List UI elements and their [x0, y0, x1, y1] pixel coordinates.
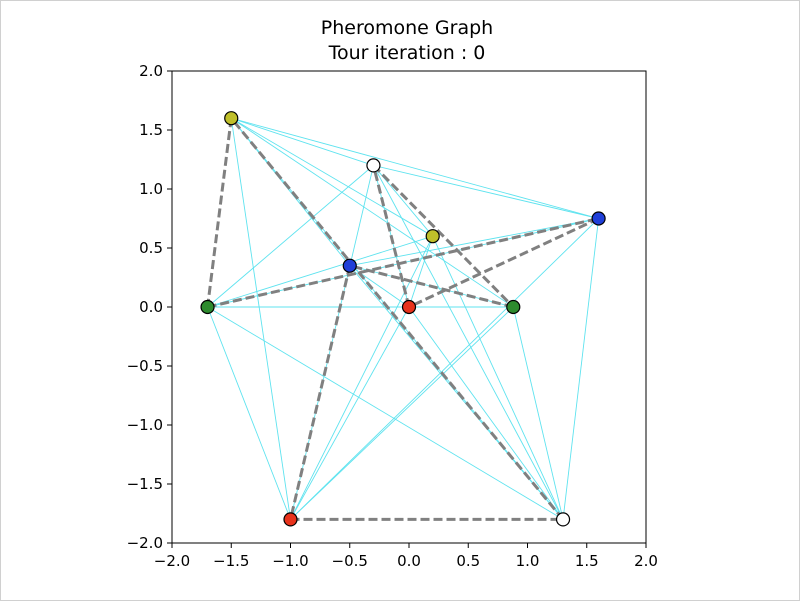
x-tick-label: 0.5 [456, 552, 480, 570]
pheromone-edge [230, 117, 514, 308]
pheromone-edge [207, 235, 433, 308]
city-node-n8 [283, 512, 298, 527]
tour-edge [372, 164, 515, 309]
tour-edge [349, 264, 514, 309]
city-node-n6 [401, 299, 417, 315]
pheromone-edge [207, 165, 374, 308]
tour-path [206, 117, 600, 521]
pheromone-edge [373, 165, 564, 520]
pheromone-edge [290, 235, 434, 520]
city-node-n0 [224, 111, 239, 126]
tour-edge [230, 117, 565, 521]
x-tick-label: −1.0 [272, 552, 308, 570]
x-tick-label: 0.0 [397, 552, 421, 570]
city-node-n2 [425, 229, 440, 244]
chart-title-line-1: Pheromone Graph [321, 17, 493, 39]
pheromone-edge [373, 164, 599, 219]
x-tick-label: −0.5 [332, 552, 368, 570]
y-tick-label: 2.0 [139, 62, 163, 80]
y-tick-label: 1.5 [139, 121, 163, 139]
pheromone-edge [562, 218, 600, 520]
city-node-n7 [506, 299, 521, 315]
x-tick-label: 1.0 [516, 552, 540, 570]
pheromone-edge [231, 117, 374, 166]
pheromone-edge [349, 265, 564, 520]
pheromone-edge [207, 306, 564, 520]
y-tick-label: −1.0 [127, 416, 163, 434]
chart-title-line-2: Tour iteration : 0 [328, 42, 486, 64]
pheromone-edge [231, 117, 599, 219]
y-tick-label: 0.5 [139, 239, 163, 257]
pheromone-edge [230, 118, 291, 520]
tour-edge [371, 165, 411, 308]
x-tick-label: 2.0 [634, 552, 658, 570]
x-axis-ticks: −2.0 −1.5 −1.0 −0.5 0.0 0.5 1.0 1.5 2.0 [154, 543, 658, 570]
y-tick-label: −2.0 [127, 534, 163, 552]
pheromone-edge [290, 306, 410, 520]
tour-edge [289, 265, 352, 520]
tour-edge [207, 217, 599, 309]
pheromone-edge [207, 306, 291, 520]
pheromone-edges [207, 117, 600, 520]
pheromone-edge [290, 306, 514, 520]
city-nodes [200, 111, 606, 527]
x-tick-label: −2.0 [154, 552, 190, 570]
y-tick-label: 0.0 [139, 298, 163, 316]
city-node-n4 [342, 258, 357, 273]
x-tick-label: −1.5 [213, 552, 249, 570]
pheromone-edge [512, 306, 564, 520]
pheromone-edge [231, 117, 433, 237]
city-node-n5 [200, 299, 215, 315]
pheromone-edge [290, 218, 599, 520]
city-node-n9 [555, 512, 571, 527]
tour-edge [206, 118, 233, 308]
city-node-n1 [366, 158, 381, 173]
city-node-n3 [591, 211, 606, 226]
x-tick-label: 1.5 [575, 552, 599, 570]
y-tick-label: 1.0 [139, 180, 163, 198]
pheromone-edge [408, 306, 564, 520]
pheromone-edge [432, 236, 564, 520]
tour-edge [408, 217, 600, 309]
pheromone-edge [408, 236, 434, 308]
y-tick-label: −0.5 [127, 357, 163, 375]
y-axis-ticks: 2.0 1.5 1.0 0.5 0.0 −0.5 −1.0 −1.5 −2.0 [127, 62, 172, 552]
y-tick-label: −1.5 [127, 475, 163, 493]
